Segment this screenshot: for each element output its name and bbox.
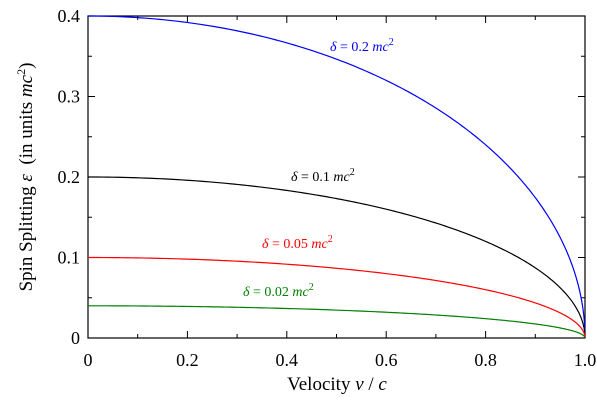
- series-label-delta-sym: δ: [262, 237, 269, 252]
- y-axis-title-prefix: Spin Splitting: [16, 182, 37, 292]
- y-tick-label: 0: [71, 328, 80, 348]
- x-tick-label: 1.0: [574, 350, 597, 370]
- y-axis-unit-sup: 2: [14, 69, 28, 75]
- y-axis-title: Spin Splitting ε (in units mc2): [14, 63, 37, 292]
- x-axis-title-prefix: Velocity: [287, 374, 355, 395]
- x-axis-sep: /: [364, 374, 379, 395]
- series-label-delta-0.2: δ = 0.2 mc2: [330, 37, 394, 55]
- x-tick-label: 0.2: [176, 350, 199, 370]
- series-label-eq: = 0.05: [269, 237, 312, 252]
- y-axis-epsilon: ε: [16, 174, 37, 182]
- x-tick-label: 0.8: [474, 350, 497, 370]
- series-label-delta-sym: δ: [243, 285, 250, 300]
- series-label-delta-0.05: δ = 0.05 mc2: [262, 234, 333, 252]
- series-label-delta-0.02: δ = 0.02 mc2: [243, 282, 314, 300]
- series-lines: [87, 15, 586, 339]
- x-tick-label: 0.4: [276, 350, 299, 370]
- series-label-unit: mc: [292, 285, 309, 300]
- series-label-sup: 2: [389, 37, 394, 48]
- x-tick-labels: 0 0.2 0.4 0.6 0.8 1.0: [84, 350, 597, 370]
- series-label-delta-sym: δ: [291, 170, 298, 185]
- series-label-eq: = 0.02: [250, 285, 293, 300]
- x-tick-label: 0: [84, 350, 93, 370]
- y-axis-units-open: (in units: [16, 97, 37, 174]
- y-axis-units-close: ): [16, 63, 37, 69]
- series-label-sup: 2: [350, 167, 355, 178]
- x-tick-label: 0.6: [375, 350, 398, 370]
- series-label-eq: = 0.2: [337, 40, 373, 55]
- y-tick-label: 0.3: [58, 87, 81, 107]
- y-axis-unit-mc: mc: [16, 74, 37, 97]
- series-label-sup: 2: [328, 234, 333, 245]
- y-tick-label: 0.2: [58, 167, 81, 187]
- series-label-delta-0.1: δ = 0.1 mc2: [291, 167, 355, 185]
- series-line-delta-0.1: [87, 176, 586, 339]
- series-line-delta-0.2: [87, 15, 586, 339]
- series-label-eq: = 0.1: [298, 170, 334, 185]
- y-tick-labels: 0 0.1 0.2 0.3 0.4: [58, 6, 81, 348]
- series-line-delta-0.02: [88, 305, 586, 339]
- series-label-sup: 2: [309, 282, 314, 293]
- series-label-unit: mc: [333, 170, 350, 185]
- y-tick-label: 0.1: [58, 248, 81, 268]
- x-axis-var-c: c: [378, 374, 387, 395]
- series-line-delta-0.05: [88, 256, 586, 339]
- x-axis-title: Velocity v / c: [287, 374, 387, 395]
- axis-ticks: [87, 15, 586, 339]
- y-tick-label: 0.4: [58, 6, 81, 26]
- series-label-unit: mc: [372, 40, 389, 55]
- series-label-unit: mc: [311, 237, 328, 252]
- x-axis-var-v: v: [355, 374, 364, 395]
- series-label-delta-sym: δ: [330, 40, 337, 55]
